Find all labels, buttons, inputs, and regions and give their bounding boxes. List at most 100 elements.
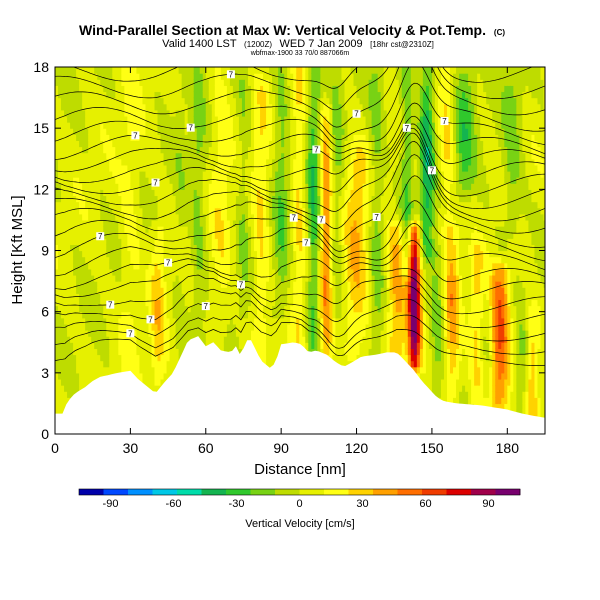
velocity-cell: [284, 293, 288, 301]
velocity-cell: [220, 195, 225, 203]
velocity-cell: [232, 85, 237, 93]
velocity-cell: [121, 360, 125, 368]
velocity-cell: [178, 183, 183, 190]
velocity-cell: [94, 293, 98, 301]
velocity-cell: [127, 274, 131, 282]
velocity-cell: [214, 232, 219, 239]
velocity-cell: [269, 85, 273, 93]
velocity-cell: [293, 299, 297, 307]
velocity-cell: [142, 348, 147, 356]
velocity-cell: [287, 287, 291, 294]
velocity-cell: [97, 152, 101, 160]
velocity-cell: [112, 323, 116, 331]
velocity-cell: [130, 183, 134, 190]
velocity-cell: [172, 97, 177, 105]
velocity-cell: [254, 219, 258, 227]
velocity-cell: [266, 238, 270, 245]
velocity-cell: [175, 281, 180, 288]
velocity-cell: [290, 250, 294, 258]
velocity-cell: [76, 238, 80, 245]
velocity-cell: [73, 134, 77, 141]
velocity-cell: [97, 311, 101, 319]
velocity-cell: [272, 354, 276, 362]
velocity-cell: [281, 73, 285, 80]
velocity-cell: [184, 128, 189, 135]
velocity-cell: [266, 158, 270, 166]
velocity-cell: [58, 244, 62, 252]
velocity-cell: [217, 226, 222, 233]
velocity-cell: [302, 128, 306, 135]
velocity-cell: [184, 152, 189, 160]
velocity-cell: [235, 183, 240, 190]
velocity-cell: [181, 262, 186, 270]
velocity-cell: [178, 158, 183, 166]
velocity-cell: [64, 330, 68, 337]
velocity-cell: [142, 122, 147, 129]
velocity-cell: [70, 372, 74, 380]
velocity-cell: [220, 311, 225, 319]
velocity-cell: [178, 317, 183, 325]
velocity-cell: [64, 391, 68, 398]
velocity-cell: [214, 103, 219, 111]
velocity-cell: [79, 67, 83, 74]
velocity-cell: [76, 207, 80, 215]
velocity-cell: [70, 391, 74, 398]
velocity-cell: [247, 115, 252, 123]
velocity-cell: [70, 134, 74, 141]
velocity-cell: [115, 250, 119, 258]
velocity-cell: [139, 268, 144, 276]
velocity-cell: [160, 348, 165, 356]
velocity-cell: [229, 256, 234, 264]
velocity-cell: [302, 293, 306, 301]
velocity-cell: [266, 213, 270, 221]
velocity-cell: [187, 305, 192, 313]
velocity-cell: [142, 79, 147, 86]
velocity-cell: [130, 219, 134, 227]
velocity-cell: [235, 342, 240, 349]
velocity-cell: [266, 189, 270, 197]
velocity-cell: [181, 311, 186, 319]
velocity-cell: [196, 73, 201, 80]
velocity-cell: [266, 85, 270, 93]
velocity-cell: [281, 177, 285, 184]
velocity-cell: [238, 91, 243, 99]
velocity-cell: [196, 109, 201, 117]
velocity-cell: [112, 189, 116, 197]
velocity-cell: [112, 73, 116, 80]
velocity-cell: [160, 274, 165, 282]
velocity-cell: [172, 195, 177, 203]
velocity-cell: [290, 140, 294, 148]
velocity-cell: [64, 115, 68, 123]
velocity-cell: [226, 158, 231, 166]
velocity-cell: [202, 244, 207, 252]
velocity-cell: [85, 109, 89, 117]
velocity-cell: [205, 226, 210, 233]
velocity-cell: [85, 67, 89, 74]
velocity-cell: [118, 274, 122, 282]
velocity-cell: [244, 146, 249, 154]
velocity-cell: [55, 158, 59, 166]
velocity-cell: [166, 336, 171, 343]
velocity-cell: [97, 128, 101, 135]
velocity-cell: [181, 299, 186, 307]
velocity-cell: [85, 189, 89, 197]
velocity-cell: [232, 287, 237, 294]
velocity-cell: [251, 103, 255, 111]
velocity-cell: [103, 317, 107, 325]
velocity-cell: [235, 250, 240, 258]
velocity-cell: [97, 207, 101, 215]
velocity-cell: [172, 287, 177, 294]
velocity-cell: [169, 177, 174, 184]
velocity-cell: [241, 79, 246, 86]
velocity-cell: [229, 226, 234, 233]
velocity-cell: [208, 201, 213, 209]
velocity-cell: [284, 115, 288, 123]
velocity-cell: [64, 268, 68, 276]
velocity-cell: [85, 354, 89, 362]
velocity-cell: [130, 366, 134, 374]
velocity-cell: [241, 73, 246, 80]
velocity-cell: [82, 372, 86, 380]
velocity-cell: [64, 146, 68, 154]
velocity-cell: [106, 140, 110, 148]
velocity-cell: [196, 189, 201, 197]
